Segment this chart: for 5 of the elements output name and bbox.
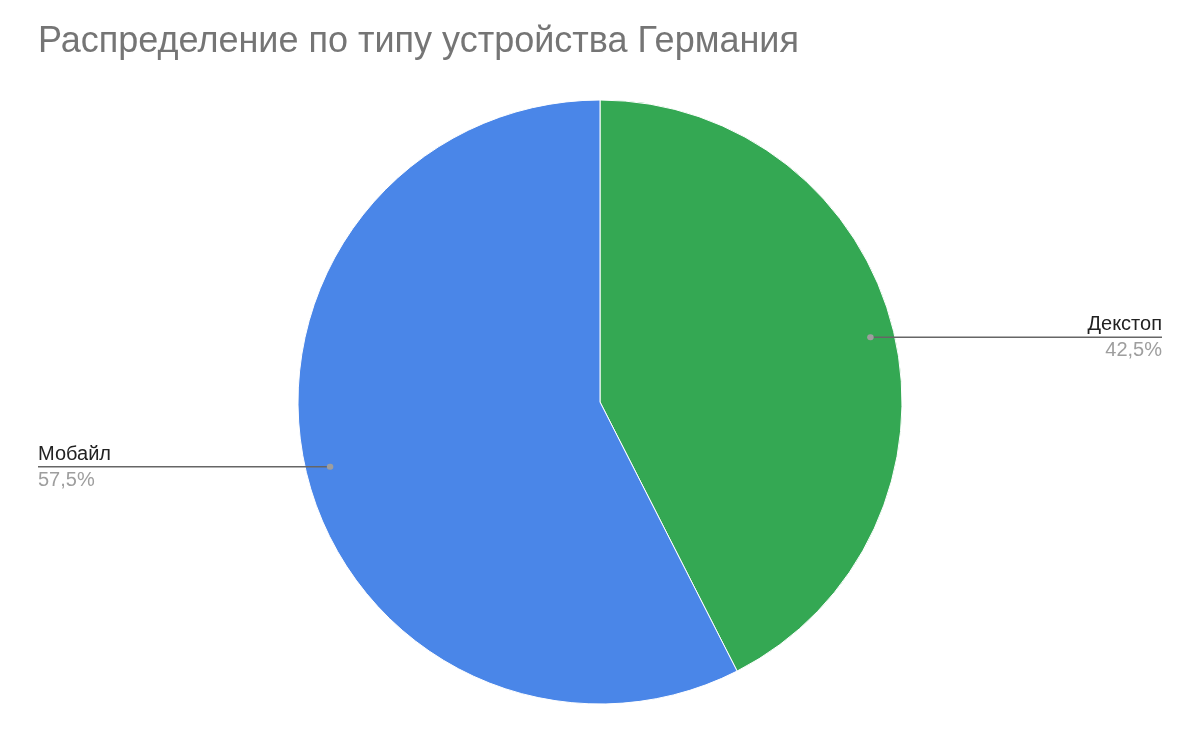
slice-label: Мобайл (38, 441, 111, 464)
data-label: 57,5% (38, 467, 95, 490)
chart-title: Распределение по типу устройства Германия (38, 19, 799, 60)
slice-label: Декстоп (1087, 312, 1162, 335)
data-label: 42,5% (1105, 338, 1163, 361)
